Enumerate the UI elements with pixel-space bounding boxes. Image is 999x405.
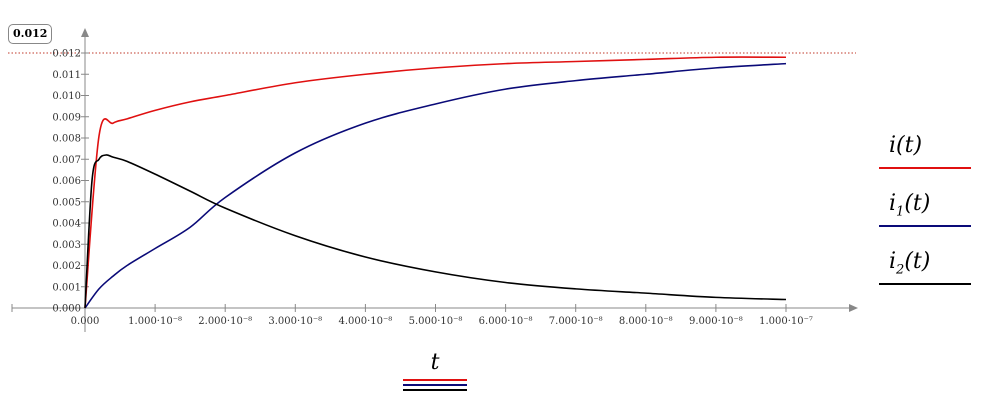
y-tick-label: 0.005	[52, 197, 81, 208]
x-tick-label: 3.000·10⁻⁸	[268, 316, 322, 327]
legend-item-i2[interactable]: i2(t)	[879, 249, 979, 307]
legend-item-i1[interactable]: i1(t)	[879, 191, 979, 249]
x-tick-label: 7.000·10⁻⁸	[549, 316, 603, 327]
x-tick-label: 4.000·10⁻⁸	[338, 316, 392, 327]
legend-label-i: i(t)	[889, 133, 923, 158]
axes	[11, 28, 858, 332]
legend-line-i	[879, 167, 971, 169]
y-tick-label: 0.002	[52, 261, 81, 272]
x-tick-label: 8.000·10⁻⁸	[619, 316, 673, 327]
y-tick-label: 0.000	[52, 304, 81, 315]
x-tick-label: 0.000	[71, 316, 100, 327]
series-line-2	[84, 62, 787, 309]
y-tick-label: 0.010	[52, 91, 81, 102]
x-tick-label: 1.000·10⁻⁸	[128, 316, 182, 327]
y-axis-arrow	[81, 28, 89, 37]
legend: i(t) i1(t) i2(t)	[879, 133, 979, 307]
y-tick-label: 0.012	[52, 49, 81, 60]
marker-value-badge[interactable]: 0.012	[8, 24, 53, 44]
series-layer	[84, 56, 787, 309]
legend-label-i2: i2(t)	[889, 249, 931, 278]
series-line-1	[84, 56, 787, 309]
x-variable[interactable]: t	[403, 350, 467, 391]
x-variable-line-i1	[403, 384, 467, 386]
y-tick-label: 0.003	[52, 240, 81, 251]
y-tick-label: 0.011	[52, 70, 81, 81]
legend-line-i1	[879, 225, 971, 227]
legend-line-i2	[879, 283, 971, 285]
x-tick-label: 6.000·10⁻⁸	[479, 316, 533, 327]
x-variable-line-i	[403, 379, 467, 381]
legend-item-i[interactable]: i(t)	[879, 133, 979, 191]
tick-labels: 0.000 0.001 0.002 0.003 0.004 0.005 0.006 0.007…	[52, 49, 813, 328]
y-tick-label: 0.009	[52, 112, 81, 123]
y-tick-label: 0.004	[52, 219, 81, 230]
x-variable-line-i2	[403, 389, 467, 391]
x-axis-label: t	[430, 350, 440, 375]
x-tick-label: 9.000·10⁻⁸	[689, 316, 743, 327]
y-tick-label: 0.007	[52, 155, 81, 166]
series-line-3	[84, 154, 787, 309]
x-tick-label: 1.000·10⁻⁷	[759, 316, 813, 327]
y-tick-label: 0.001	[52, 282, 81, 293]
y-tick-label: 0.006	[52, 176, 81, 187]
legend-label-i1: i1(t)	[889, 191, 931, 220]
x-tick-label: 2.000·10⁻⁸	[198, 316, 252, 327]
x-axis-arrow	[849, 304, 858, 312]
x-tick-label: 5.000·10⁻⁸	[409, 316, 463, 327]
y-tick-label: 0.008	[52, 134, 81, 145]
